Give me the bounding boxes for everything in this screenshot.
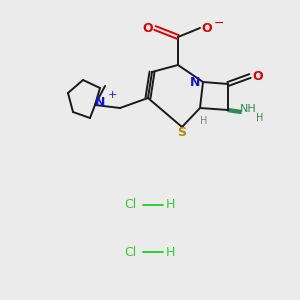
Text: N: N: [95, 97, 105, 110]
Text: Cl: Cl: [124, 199, 136, 212]
Text: Cl: Cl: [124, 245, 136, 259]
Text: H: H: [256, 113, 264, 123]
Text: NH: NH: [240, 104, 256, 114]
Text: O: O: [253, 70, 263, 83]
Text: +: +: [107, 90, 117, 100]
Text: N: N: [190, 76, 200, 88]
Text: H: H: [200, 116, 208, 126]
Text: O: O: [202, 22, 212, 34]
Text: H: H: [165, 199, 175, 212]
Text: −: −: [214, 16, 224, 29]
Text: S: S: [178, 125, 187, 139]
Polygon shape: [228, 109, 241, 113]
Text: O: O: [143, 22, 153, 34]
Text: H: H: [165, 245, 175, 259]
